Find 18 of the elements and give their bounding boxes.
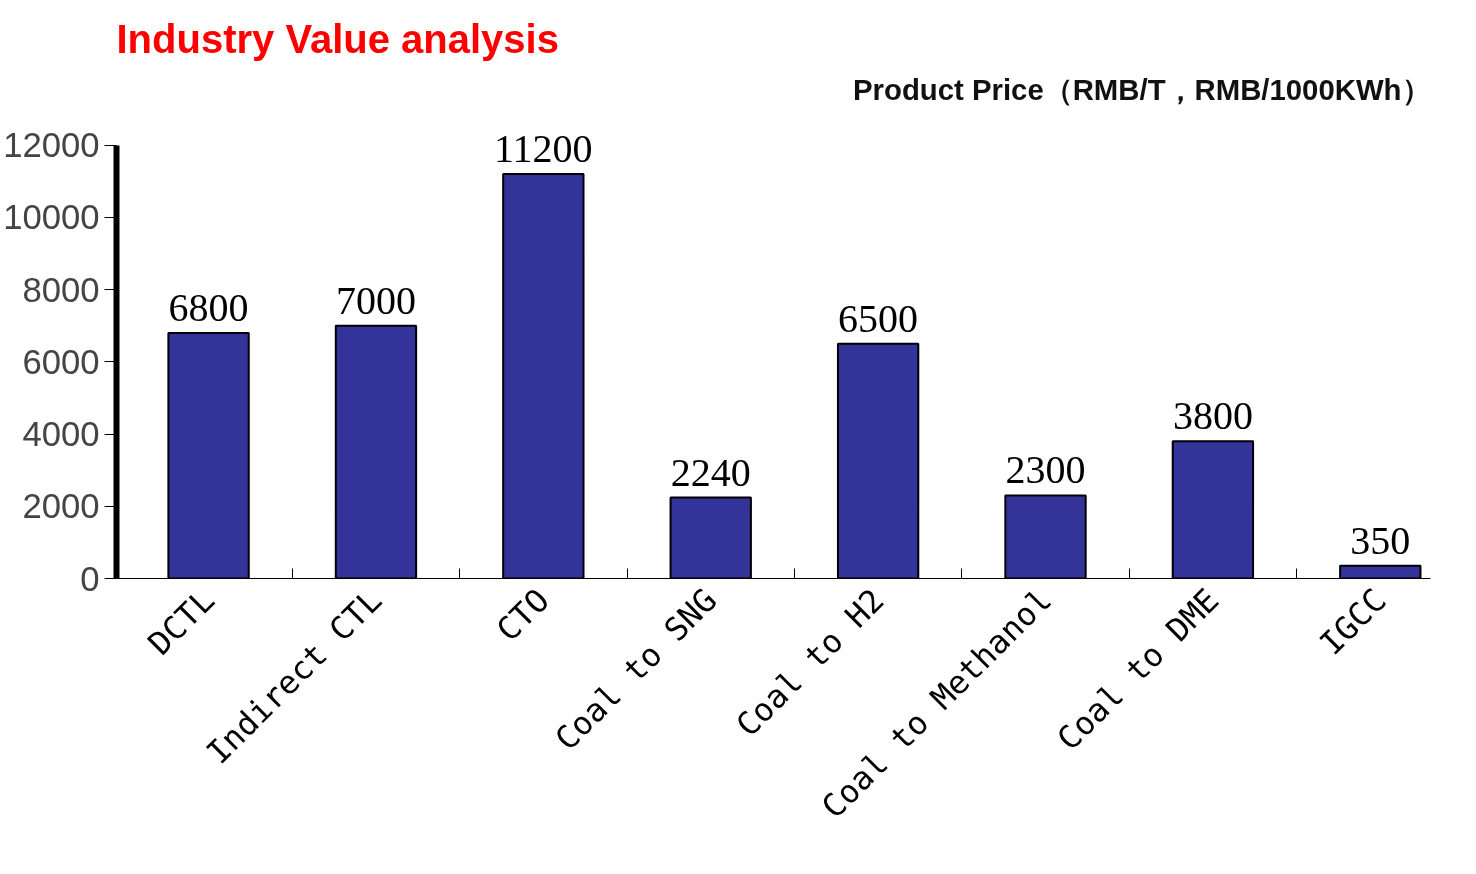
chart-title: Industry Value analysis bbox=[116, 16, 559, 61]
y-tick-label: 8000 bbox=[22, 270, 100, 309]
data-label: 11200 bbox=[494, 126, 593, 172]
y-tick-label: 12000 bbox=[3, 126, 100, 165]
y-tick-label: 4000 bbox=[22, 415, 100, 454]
y-tick-label: 0 bbox=[80, 559, 100, 598]
data-label: 7000 bbox=[335, 277, 416, 323]
data-label: 6500 bbox=[838, 295, 919, 341]
y-tick-label: 10000 bbox=[3, 198, 100, 237]
data-label: 6800 bbox=[168, 284, 249, 330]
data-label: 2300 bbox=[1005, 447, 1086, 493]
chart-subtitle: Product Price（RMB/T，RMB/1000KWh） bbox=[853, 72, 1431, 106]
y-tick-label: 6000 bbox=[22, 342, 100, 381]
y-tick-label: 2000 bbox=[22, 487, 100, 526]
x-tick-label: CTO bbox=[489, 581, 557, 649]
data-label: 3800 bbox=[1172, 393, 1253, 439]
data-label: 2240 bbox=[670, 449, 751, 495]
data-label: 350 bbox=[1350, 517, 1411, 563]
